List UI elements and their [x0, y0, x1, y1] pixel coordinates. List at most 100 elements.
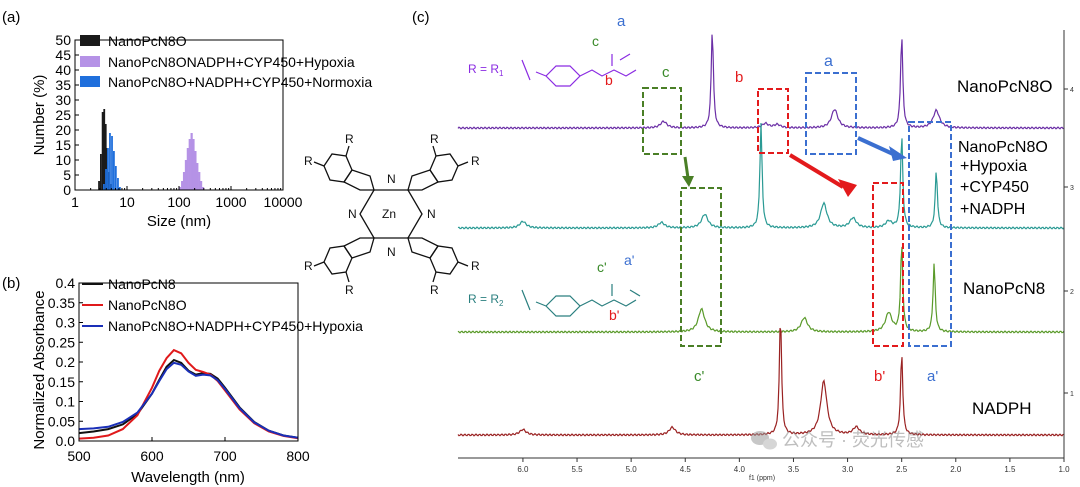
- box-a-bottom: [908, 121, 952, 347]
- struct-r-2: R: [304, 154, 313, 168]
- r2-skeleton: [521, 284, 641, 317]
- x-tick-label-c-9: 1.5: [1004, 465, 1016, 474]
- bar-a-s2-3: [109, 133, 111, 190]
- arrow-blue-head: [889, 146, 907, 161]
- bar-a-s0-4: [104, 124, 107, 190]
- arrow-red-head: [838, 179, 857, 197]
- legend-label-a2: NanoPcN8O+NADPH+CYP450+Normoxia: [108, 74, 372, 90]
- chart-c-trace-index: 4 3 2 1: [1064, 87, 1074, 398]
- r-bond-5: [345, 271, 350, 283]
- spectrum-label-2-line2: +Hypoxia: [960, 158, 1027, 175]
- panel-label-c: (c): [412, 9, 430, 26]
- x-tick-label-c-4: 4.0: [734, 465, 746, 474]
- struct-r-6: R: [304, 259, 313, 273]
- bar-a-s2-4: [111, 136, 113, 190]
- struct-n-bottom: N: [387, 245, 396, 259]
- struct-r-3: R: [430, 132, 439, 146]
- spectrum-label-4: NADPH: [972, 399, 1032, 418]
- bar-a-s0-2: [101, 112, 104, 190]
- legend-label-a1: NanoPcN8ONADPH+CYP450+Hypoxia: [108, 54, 355, 70]
- y-tick-label-b-2: 0.1: [56, 394, 76, 410]
- line-b-s2: [78, 361, 299, 439]
- x-tick-label-b-3: 800: [286, 448, 310, 464]
- benzo-bottom-right: [429, 245, 459, 275]
- y-tick-label-b-0: 0.0: [56, 433, 76, 449]
- peak-label-a-bottom: a': [927, 368, 938, 385]
- peak-label-c-prime: c': [597, 259, 607, 275]
- struct-r-4: R: [471, 154, 480, 168]
- peak-label-b-prime: b': [609, 307, 619, 323]
- x-tick-label-a-1: 10: [119, 194, 135, 210]
- spectrum-label-2-line3: +CYP450: [960, 179, 1029, 196]
- bar-a-s2-0: [103, 184, 105, 190]
- box-a-top: [805, 72, 857, 155]
- bar-a-s1-3: [184, 160, 188, 190]
- spectrum-label-1: NanoPcN8O: [957, 77, 1052, 96]
- bar-a-s1-7: [192, 139, 195, 190]
- chart-b-lines: [78, 348, 299, 440]
- chart-a-xlabel: Size (nm): [147, 213, 211, 230]
- x-tick-label-a-2: 100: [167, 194, 191, 210]
- x-tick-label-a-4: 10000: [264, 194, 303, 210]
- y-tick-label-b-7: 0.35: [48, 295, 75, 311]
- bar-a-s0-1: [100, 154, 102, 190]
- spectrum-label-2: NanoPcN8O +Hypoxia +CYP450 +NADPH: [958, 139, 1048, 218]
- x-tick-label-c-6: 3.0: [842, 465, 854, 474]
- y-tick-label-a-1: 5: [63, 167, 71, 183]
- trace-index-label-0: 4: [1070, 87, 1074, 94]
- x-tick-label-c-8: 2.0: [950, 465, 962, 474]
- bar-a-s1-12: [201, 187, 205, 190]
- x-tick-label-c-2: 5.0: [626, 465, 638, 474]
- y-tick-label-a-9: 45: [55, 47, 71, 63]
- y-tick-label-b-6: 0.3: [56, 315, 76, 331]
- spectrum-label-2-line4: +NADPH: [960, 201, 1025, 218]
- struct-r-1: R: [345, 132, 354, 146]
- nmr-trace-1: [457, 122, 1065, 230]
- chart-b-x-ticks: 500 600 700 800: [67, 437, 310, 464]
- y-tick-label-b-4: 0.2: [56, 354, 76, 370]
- y-tick-label-b-5: 0.25: [48, 334, 75, 350]
- nmr-trace-3: [457, 327, 1065, 437]
- r1-skeleton: [521, 53, 637, 87]
- chart-c-xlabel: f1 (ppm): [749, 475, 775, 482]
- chart-b-ylabel: Normalized Absorbance: [31, 290, 48, 449]
- panel-label-b: (b): [2, 275, 20, 292]
- legend-swatch-a0: [80, 35, 100, 46]
- spectrum-label-2-line1: NanoPcN8O: [958, 139, 1048, 156]
- watermark-text: 公众号 · 荧光传感: [782, 430, 924, 450]
- box-c-bottom: [680, 187, 722, 347]
- x-tick-label-b-1: 600: [140, 448, 164, 464]
- chart-a-bars: [98, 109, 205, 190]
- y-tick-label-a-0: 0: [63, 182, 71, 198]
- struct-r-7: R: [430, 283, 439, 297]
- bar-a-s1-1: [181, 181, 184, 190]
- bar-a-s1-2: [182, 172, 186, 190]
- bar-a-s1-6: [190, 133, 193, 190]
- arrow-red: [788, 153, 845, 189]
- r1-label: R = R1: [468, 62, 504, 78]
- r-bond-8: [457, 261, 469, 267]
- bar-a-s0-3: [103, 109, 106, 190]
- isoindole-bottom-left: [343, 237, 375, 259]
- y-tick-label-a-2: 10: [55, 152, 71, 168]
- arrow-green-head: [682, 176, 694, 187]
- trace-index-label-1: 3: [1070, 185, 1074, 192]
- struct-n-top: N: [387, 172, 396, 186]
- struct-r-8: R: [471, 259, 480, 273]
- y-tick-label-a-7: 35: [55, 77, 71, 93]
- struct-n-right: N: [427, 207, 436, 221]
- structure-letters: R R R R R R R R Zn N N N N: [304, 132, 480, 297]
- r-bond-4: [457, 161, 469, 167]
- x-tick-label-b-0: 500: [67, 448, 91, 464]
- r1-subscript: 1: [499, 69, 504, 78]
- box-c-top: [642, 87, 682, 155]
- y-tick-label-a-8: 40: [55, 62, 71, 78]
- y-tick-label-b-3: 0.15: [48, 374, 75, 390]
- y-tick-label-b-8: 0.4: [56, 275, 76, 291]
- panel-label-a: (a): [2, 9, 20, 26]
- isoindole-top-right: [407, 169, 439, 191]
- bar-a-s2-6: [114, 166, 117, 190]
